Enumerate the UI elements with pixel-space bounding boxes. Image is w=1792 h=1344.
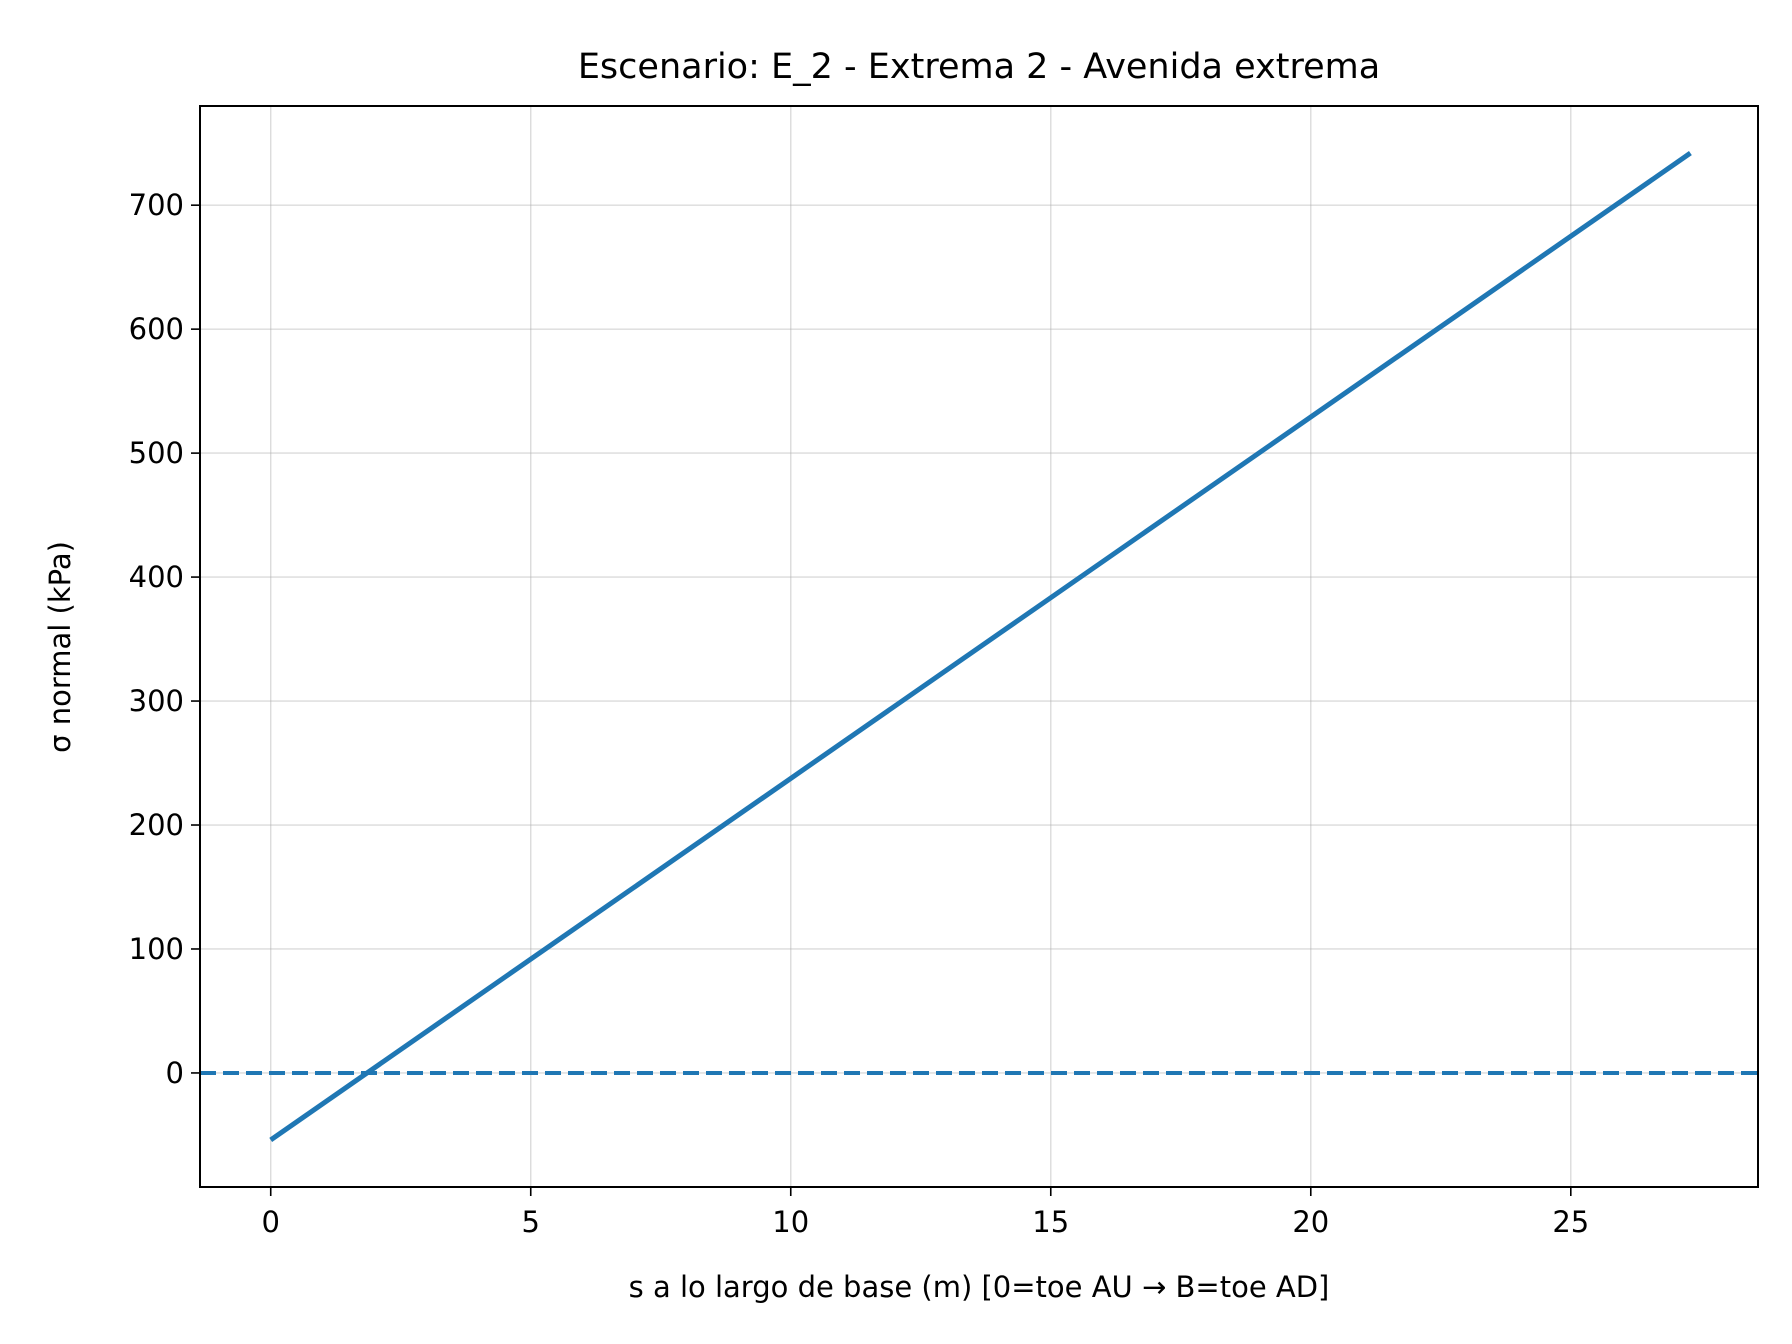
- y-tick-label: 700: [129, 188, 184, 222]
- y-tick-label: 200: [129, 808, 184, 842]
- y-tick-label: 0: [166, 1056, 184, 1090]
- x-axis: 0 5 10 15 20 25: [261, 1187, 1589, 1239]
- y-tick-label: 100: [129, 932, 184, 966]
- x-tick-label: 20: [1292, 1205, 1329, 1239]
- grid-lines: [200, 106, 1758, 1187]
- x-tick-label: 15: [1032, 1205, 1069, 1239]
- plot-frame: [199, 105, 1759, 1188]
- series-line: [269, 151, 1692, 1142]
- y-tick-label: 400: [129, 560, 184, 594]
- x-tick-label: 0: [261, 1205, 279, 1239]
- plot-area: [200, 151, 1758, 1142]
- y-tick-label: 500: [129, 436, 184, 470]
- y-axis-label: σ normal (kPa): [43, 541, 77, 753]
- x-tick-label: 5: [522, 1205, 540, 1239]
- x-axis-label: s a lo largo de base (m) [0=toe AU → B=t…: [629, 1270, 1330, 1304]
- y-tick-label: 600: [129, 312, 184, 346]
- chart-title: Escenario: E_2 - Extrema 2 - Avenida ext…: [578, 47, 1380, 87]
- y-axis: 0 100 200 300 400 500 600 700: [129, 188, 200, 1090]
- x-tick-label: 10: [772, 1205, 809, 1239]
- x-tick-label: 25: [1552, 1205, 1589, 1239]
- y-tick-label: 300: [129, 684, 184, 718]
